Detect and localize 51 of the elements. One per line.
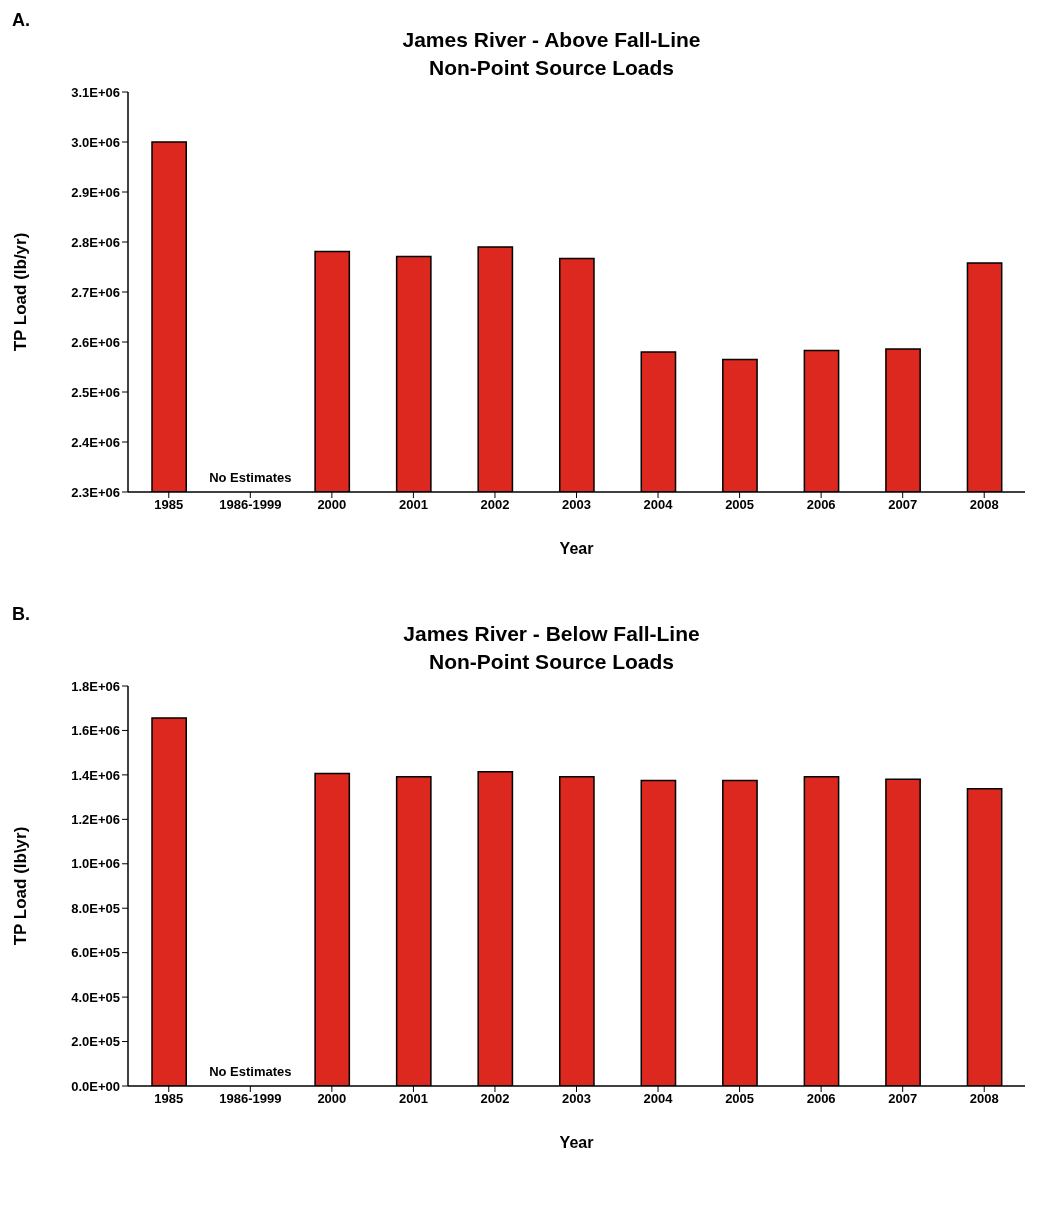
y-tick-label: 0.0E+00 — [71, 1078, 120, 1094]
y-tick-label: 2.5E+06 — [71, 384, 120, 400]
y-tick-label: 2.0E+05 — [71, 1034, 120, 1050]
x-tick-label: 1986-1999 — [219, 497, 282, 513]
x-tick-label: 2002 — [480, 497, 510, 513]
y-axis-title: TP Load (lb/yr) — [11, 232, 31, 352]
x-tick-label: 2006 — [806, 1091, 836, 1107]
x-tick-label: 2001 — [398, 497, 428, 513]
y-tick-label: 1.4E+06 — [71, 767, 120, 783]
x-tick-label: 2003 — [562, 1091, 591, 1107]
chart-title: James River - Above Fall-Line Non-Point Source Loads — [401, 27, 702, 81]
x-tick-label: 2005 — [725, 497, 755, 513]
y-tick-label: 2.8E+06 — [71, 234, 120, 250]
y-axis-title: TP Load (lb\yr) — [11, 826, 31, 946]
y-tick-label: 2.3E+06 — [71, 484, 120, 500]
x-tick-label: 1985 — [154, 497, 184, 513]
x-tick-label: 2005 — [725, 1091, 755, 1107]
x-axis-title: Year — [559, 540, 594, 557]
chart-title: James River - Below Fall-Line Non-Point Source Loads — [402, 621, 701, 675]
text: B. — [12, 604, 30, 625]
y-tick-label: 4.0E+05 — [71, 989, 120, 1005]
annotation: No Estimates — [208, 1064, 293, 1079]
x-tick-label: 2008 — [969, 497, 999, 513]
x-tick-label: 2003 — [562, 497, 591, 513]
x-tick-label: 2000 — [317, 497, 347, 513]
y-tick-label: 1.2E+06 — [71, 811, 120, 827]
y-tick-label: 8.0E+05 — [71, 900, 120, 916]
x-tick-label: 1985 — [154, 1091, 184, 1107]
y-tick-label: 1.0E+06 — [71, 856, 120, 872]
y-tick-label: 2.6E+06 — [71, 334, 120, 350]
y-tick-label: 2.7E+06 — [71, 284, 120, 300]
x-tick-label: 2007 — [888, 1091, 918, 1107]
x-tick-label: 2004 — [643, 497, 674, 513]
y-tick-label: 2.9E+06 — [71, 184, 120, 200]
x-tick-label: 2004 — [643, 1091, 674, 1107]
x-tick-label: 2008 — [969, 1091, 999, 1107]
x-tick-label: 2006 — [806, 497, 836, 513]
x-tick-label: 2002 — [480, 1091, 510, 1107]
y-tick-label: 1.6E+06 — [71, 723, 120, 739]
y-tick-label: 3.0E+06 — [71, 134, 120, 150]
y-tick-label: 3.1E+06 — [71, 84, 120, 100]
text: A. — [12, 10, 30, 31]
x-tick-label: 1986-1999 — [219, 1091, 282, 1107]
x-tick-label: 2000 — [317, 1091, 347, 1107]
y-tick-label: 1.8E+06 — [71, 678, 120, 694]
x-tick-label: 2007 — [888, 497, 918, 513]
y-tick-label: 6.0E+05 — [71, 945, 120, 961]
y-tick-label: 2.4E+06 — [71, 434, 120, 450]
x-tick-label: 2001 — [398, 1091, 428, 1107]
annotation: No Estimates — [208, 470, 293, 485]
x-axis-title: Year — [559, 1134, 594, 1151]
